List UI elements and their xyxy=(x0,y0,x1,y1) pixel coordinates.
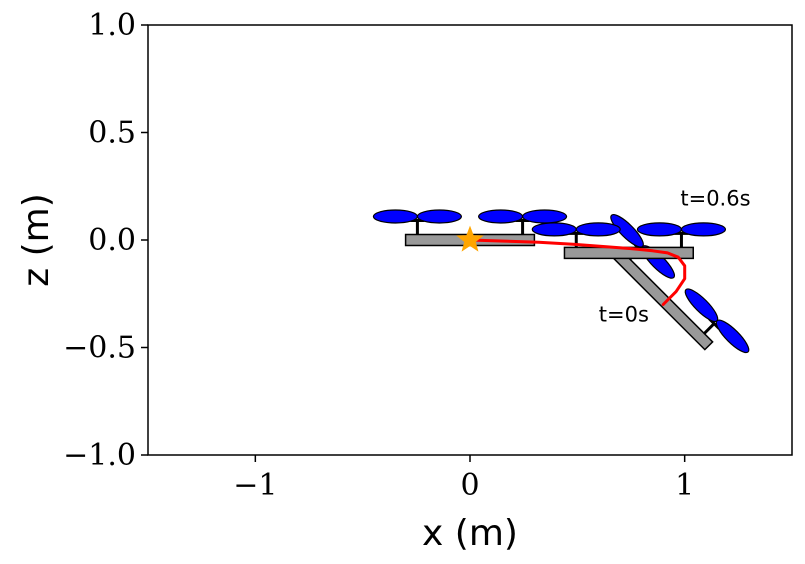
y-tick-label: −1.0 xyxy=(63,438,136,473)
target-star-marker xyxy=(456,225,484,252)
x-tick-label: 1 xyxy=(675,468,694,503)
propeller-blade xyxy=(416,209,463,224)
motor-post xyxy=(703,322,716,335)
y-tick-label: 0.5 xyxy=(88,116,136,151)
propeller-blade xyxy=(477,209,524,224)
annotation-1: t=0.6s xyxy=(680,187,750,211)
propeller-blade xyxy=(521,209,568,224)
annotation-0: t=0s xyxy=(599,303,649,327)
y-axis-label: z (m) xyxy=(16,193,57,287)
propeller-blade xyxy=(680,222,727,237)
propeller-blade xyxy=(636,222,683,237)
propeller-blade xyxy=(372,209,419,224)
propeller-blade xyxy=(531,222,577,237)
y-tick-label: −0.5 xyxy=(63,331,136,366)
plot-frame xyxy=(147,24,793,456)
plot-content: t=0s t=0.6s xyxy=(372,187,751,354)
x-tick-label: 0 xyxy=(460,468,479,503)
y-tick-label: 0.0 xyxy=(88,223,136,258)
propeller-blade xyxy=(575,222,621,237)
x-axis-label: x (m) xyxy=(422,513,518,554)
y-tick-label: 1.0 xyxy=(88,8,136,43)
quadrotor-frame-0 xyxy=(610,214,750,354)
propeller-blade xyxy=(715,319,750,354)
axis-ticks: −1 0 1 1.0 0.5 0.0 −0.5 −1.0 xyxy=(63,8,694,503)
x-tick-label: −1 xyxy=(233,468,277,503)
trajectory-line xyxy=(468,238,687,306)
